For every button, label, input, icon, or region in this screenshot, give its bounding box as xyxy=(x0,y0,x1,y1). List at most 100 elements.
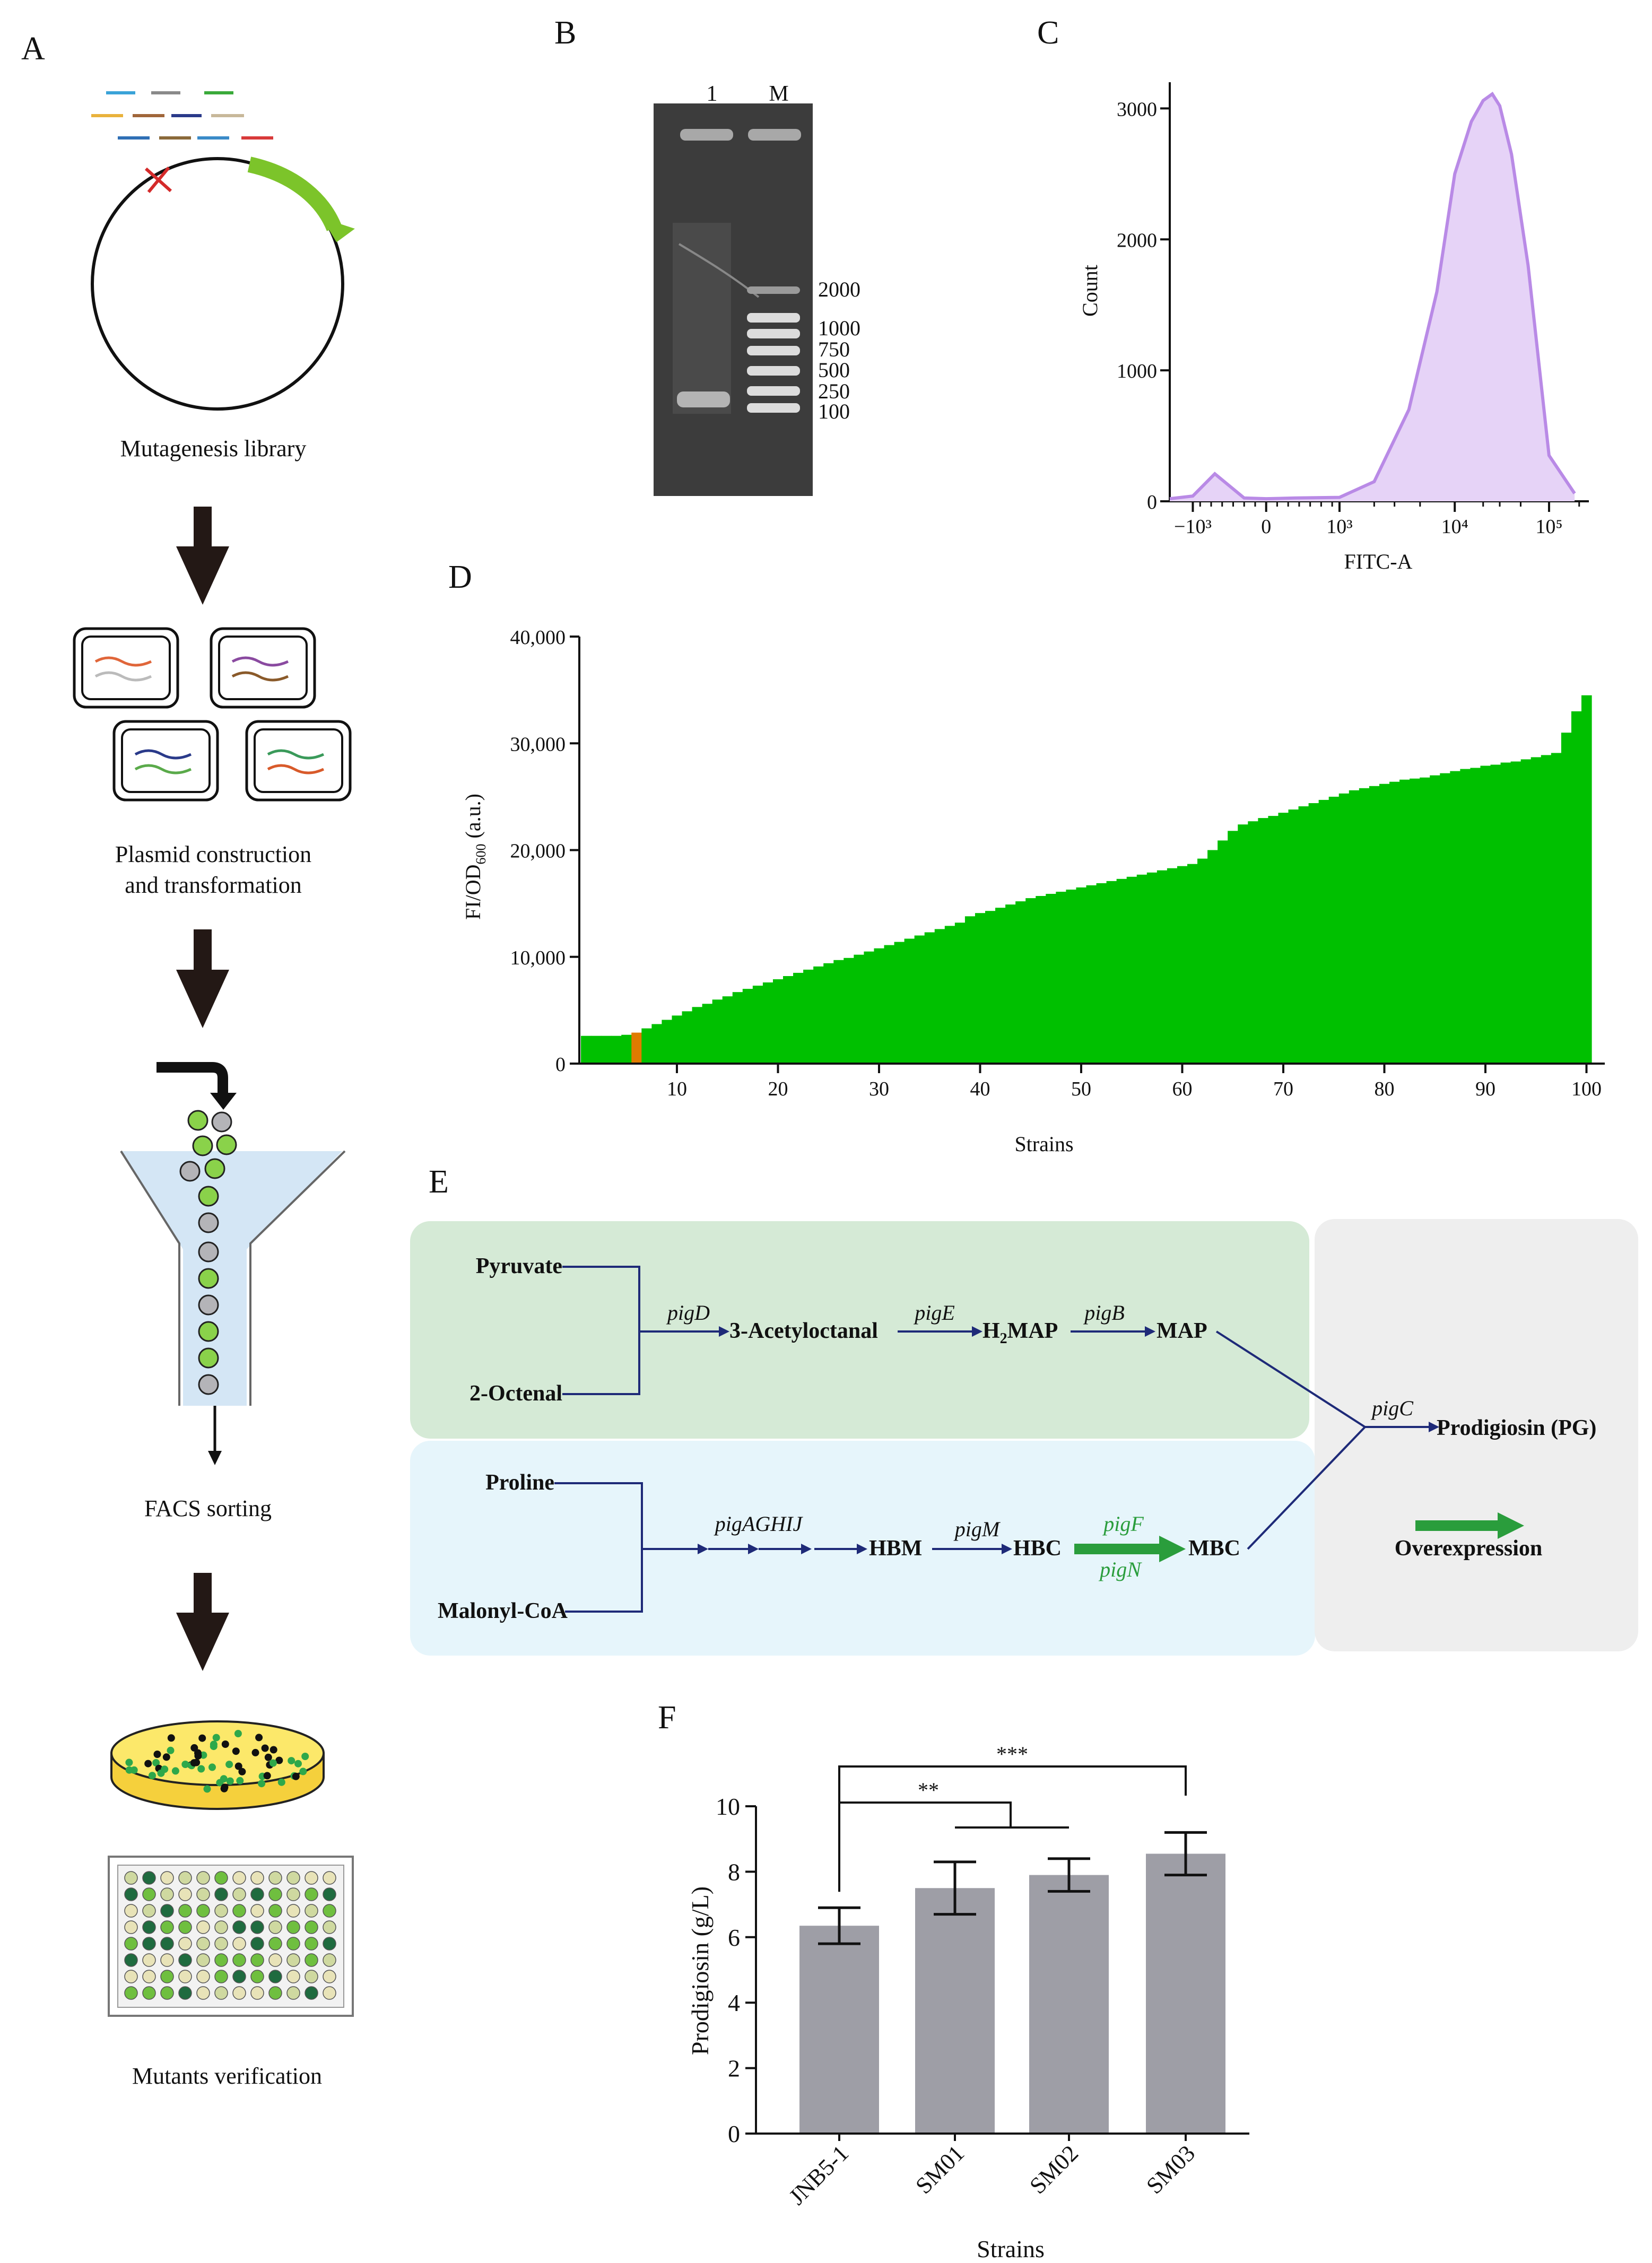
strain-bar xyxy=(1046,894,1056,1064)
strain-bar xyxy=(1126,876,1137,1064)
strain-bar xyxy=(985,911,996,1064)
insertion-arrow-icon xyxy=(247,156,342,231)
strain-bar xyxy=(1510,761,1521,1064)
fluorescence-x-tick-label: 10 xyxy=(667,1078,687,1100)
strain-bar xyxy=(601,1035,612,1064)
gel-lane-label: 1 xyxy=(707,82,718,106)
panel-d-fluorescence: 0 10,000 20,000 30,000 40,000 10 20 30 40 50 60 70 8… xyxy=(461,626,1605,1156)
panel-a-workflow: Mutagenesis library Plasmid construction… xyxy=(73,91,355,2089)
strain-bar xyxy=(1369,786,1380,1064)
strain-bar xyxy=(591,1035,602,1064)
gel-ladder-band xyxy=(747,313,800,323)
strain-bar xyxy=(1531,757,1542,1064)
strain-bar xyxy=(1490,764,1501,1064)
strain-bar xyxy=(1005,904,1016,1064)
strain-bar xyxy=(1207,850,1218,1064)
strain-bar xyxy=(1086,885,1097,1064)
strain-bar xyxy=(1177,866,1188,1064)
panel-label-d: D xyxy=(448,559,472,595)
strain-bar xyxy=(742,989,753,1064)
fluorescence-x-label: Strains xyxy=(1014,1132,1073,1156)
prodigiosin-x-tick-label: SM01 xyxy=(910,2140,969,2199)
strain-bar xyxy=(1571,711,1582,1064)
strain-bar xyxy=(894,942,905,1064)
agar-plate-icon xyxy=(110,1720,325,1810)
histogram-x-label: FITC-A xyxy=(1344,550,1413,573)
strain-bar xyxy=(904,938,915,1064)
strain-bar xyxy=(1146,872,1158,1064)
significance-marker: ** xyxy=(918,1778,939,1802)
strain-bar xyxy=(581,1035,592,1064)
substrate-pyruvate: Pyruvate xyxy=(476,1254,562,1278)
prodigiosin-bar xyxy=(1029,1875,1109,2134)
strain-bar xyxy=(772,979,784,1064)
strain-bar xyxy=(611,1035,622,1064)
enzyme-pigc: pigC xyxy=(1370,1396,1414,1420)
histogram-y-tick-label: 2000 xyxy=(1117,229,1157,251)
panel-label-b: B xyxy=(554,15,576,51)
fluorescence-x-tick-label: 60 xyxy=(1172,1078,1192,1100)
strain-bar xyxy=(954,922,966,1064)
strain-bar xyxy=(1025,898,1036,1064)
strain-bar xyxy=(1410,778,1420,1064)
strain-bar xyxy=(914,935,925,1064)
prodigiosin-x-tick-label: SM02 xyxy=(1024,2140,1083,2199)
histogram-x-tick-label: 10⁴ xyxy=(1441,516,1468,538)
strain-bar xyxy=(1015,901,1026,1064)
strain-bar xyxy=(1288,810,1299,1064)
prodigiosin-y-tick-label: 6 xyxy=(728,1924,740,1951)
strain-bar xyxy=(964,916,976,1064)
strain-bar xyxy=(833,960,844,1064)
fluorescence-x-tick-label: 20 xyxy=(768,1078,788,1100)
step-verification-label: Mutants verification xyxy=(132,2063,322,2089)
legend-overexpression-arrow-icon xyxy=(1415,1512,1524,1539)
substrate-proline: Proline xyxy=(485,1470,554,1495)
strain-bar xyxy=(1308,803,1319,1064)
panel-label-f: F xyxy=(658,1700,676,1736)
significance-marker: *** xyxy=(996,1742,1028,1766)
histogram-x-tick-label: −10³ xyxy=(1174,516,1212,538)
histogram-y-tick-label: 3000 xyxy=(1117,98,1157,120)
strain-bar xyxy=(651,1024,662,1064)
strain-bar xyxy=(884,945,895,1064)
panel-e-pathway: Pyruvate 2-Octenal 3-Acetyloctanal H2MAP… xyxy=(410,1219,1638,1656)
strain-bar xyxy=(1470,768,1481,1064)
strain-bar xyxy=(854,954,864,1064)
strain-bar xyxy=(631,1032,642,1064)
flow-arrow-icon xyxy=(176,929,229,1028)
histogram-x-tick-label: 10³ xyxy=(1326,516,1352,538)
well-plate-icon xyxy=(108,1856,354,2017)
intermediate-map: MAP xyxy=(1157,1319,1207,1343)
strain-bar xyxy=(732,992,743,1064)
intermediate-hbc: HBC xyxy=(1013,1536,1062,1561)
strain-bar xyxy=(682,1011,693,1064)
strain-bar xyxy=(1338,793,1350,1064)
prodigiosin-x-label: Strains xyxy=(977,2235,1045,2262)
strain-bar xyxy=(1581,695,1592,1064)
strain-bar xyxy=(702,1004,713,1064)
gel-ladder-band xyxy=(747,329,800,338)
strain-bar xyxy=(823,963,834,1064)
gel-smear xyxy=(673,223,731,414)
strain-bar xyxy=(1430,775,1440,1064)
strain-bar xyxy=(1036,896,1046,1064)
gel-marker-label: 250 xyxy=(818,379,850,403)
prodigiosin-y-tick-label: 4 xyxy=(728,1989,740,2016)
gel-marker-label: 500 xyxy=(818,358,850,382)
strain-bar xyxy=(1500,762,1511,1064)
strain-bar xyxy=(722,996,733,1064)
strain-bar xyxy=(1197,858,1208,1064)
fluorescence-y-tick-label: 10,000 xyxy=(510,947,566,969)
strain-bar xyxy=(1349,790,1360,1064)
gel-marker-label: 100 xyxy=(818,399,850,423)
strain-bar xyxy=(1389,781,1400,1064)
strain-bar xyxy=(1278,813,1289,1064)
gel-marker-label: 1000 xyxy=(818,316,860,340)
flow-arrow-icon xyxy=(176,1573,229,1671)
enzyme-pige: pigE xyxy=(913,1301,955,1325)
strain-bar xyxy=(1551,753,1562,1064)
gel-ladder-band xyxy=(747,403,800,413)
strain-bar xyxy=(783,976,794,1064)
step-facs-label: FACS sorting xyxy=(144,1495,272,1521)
